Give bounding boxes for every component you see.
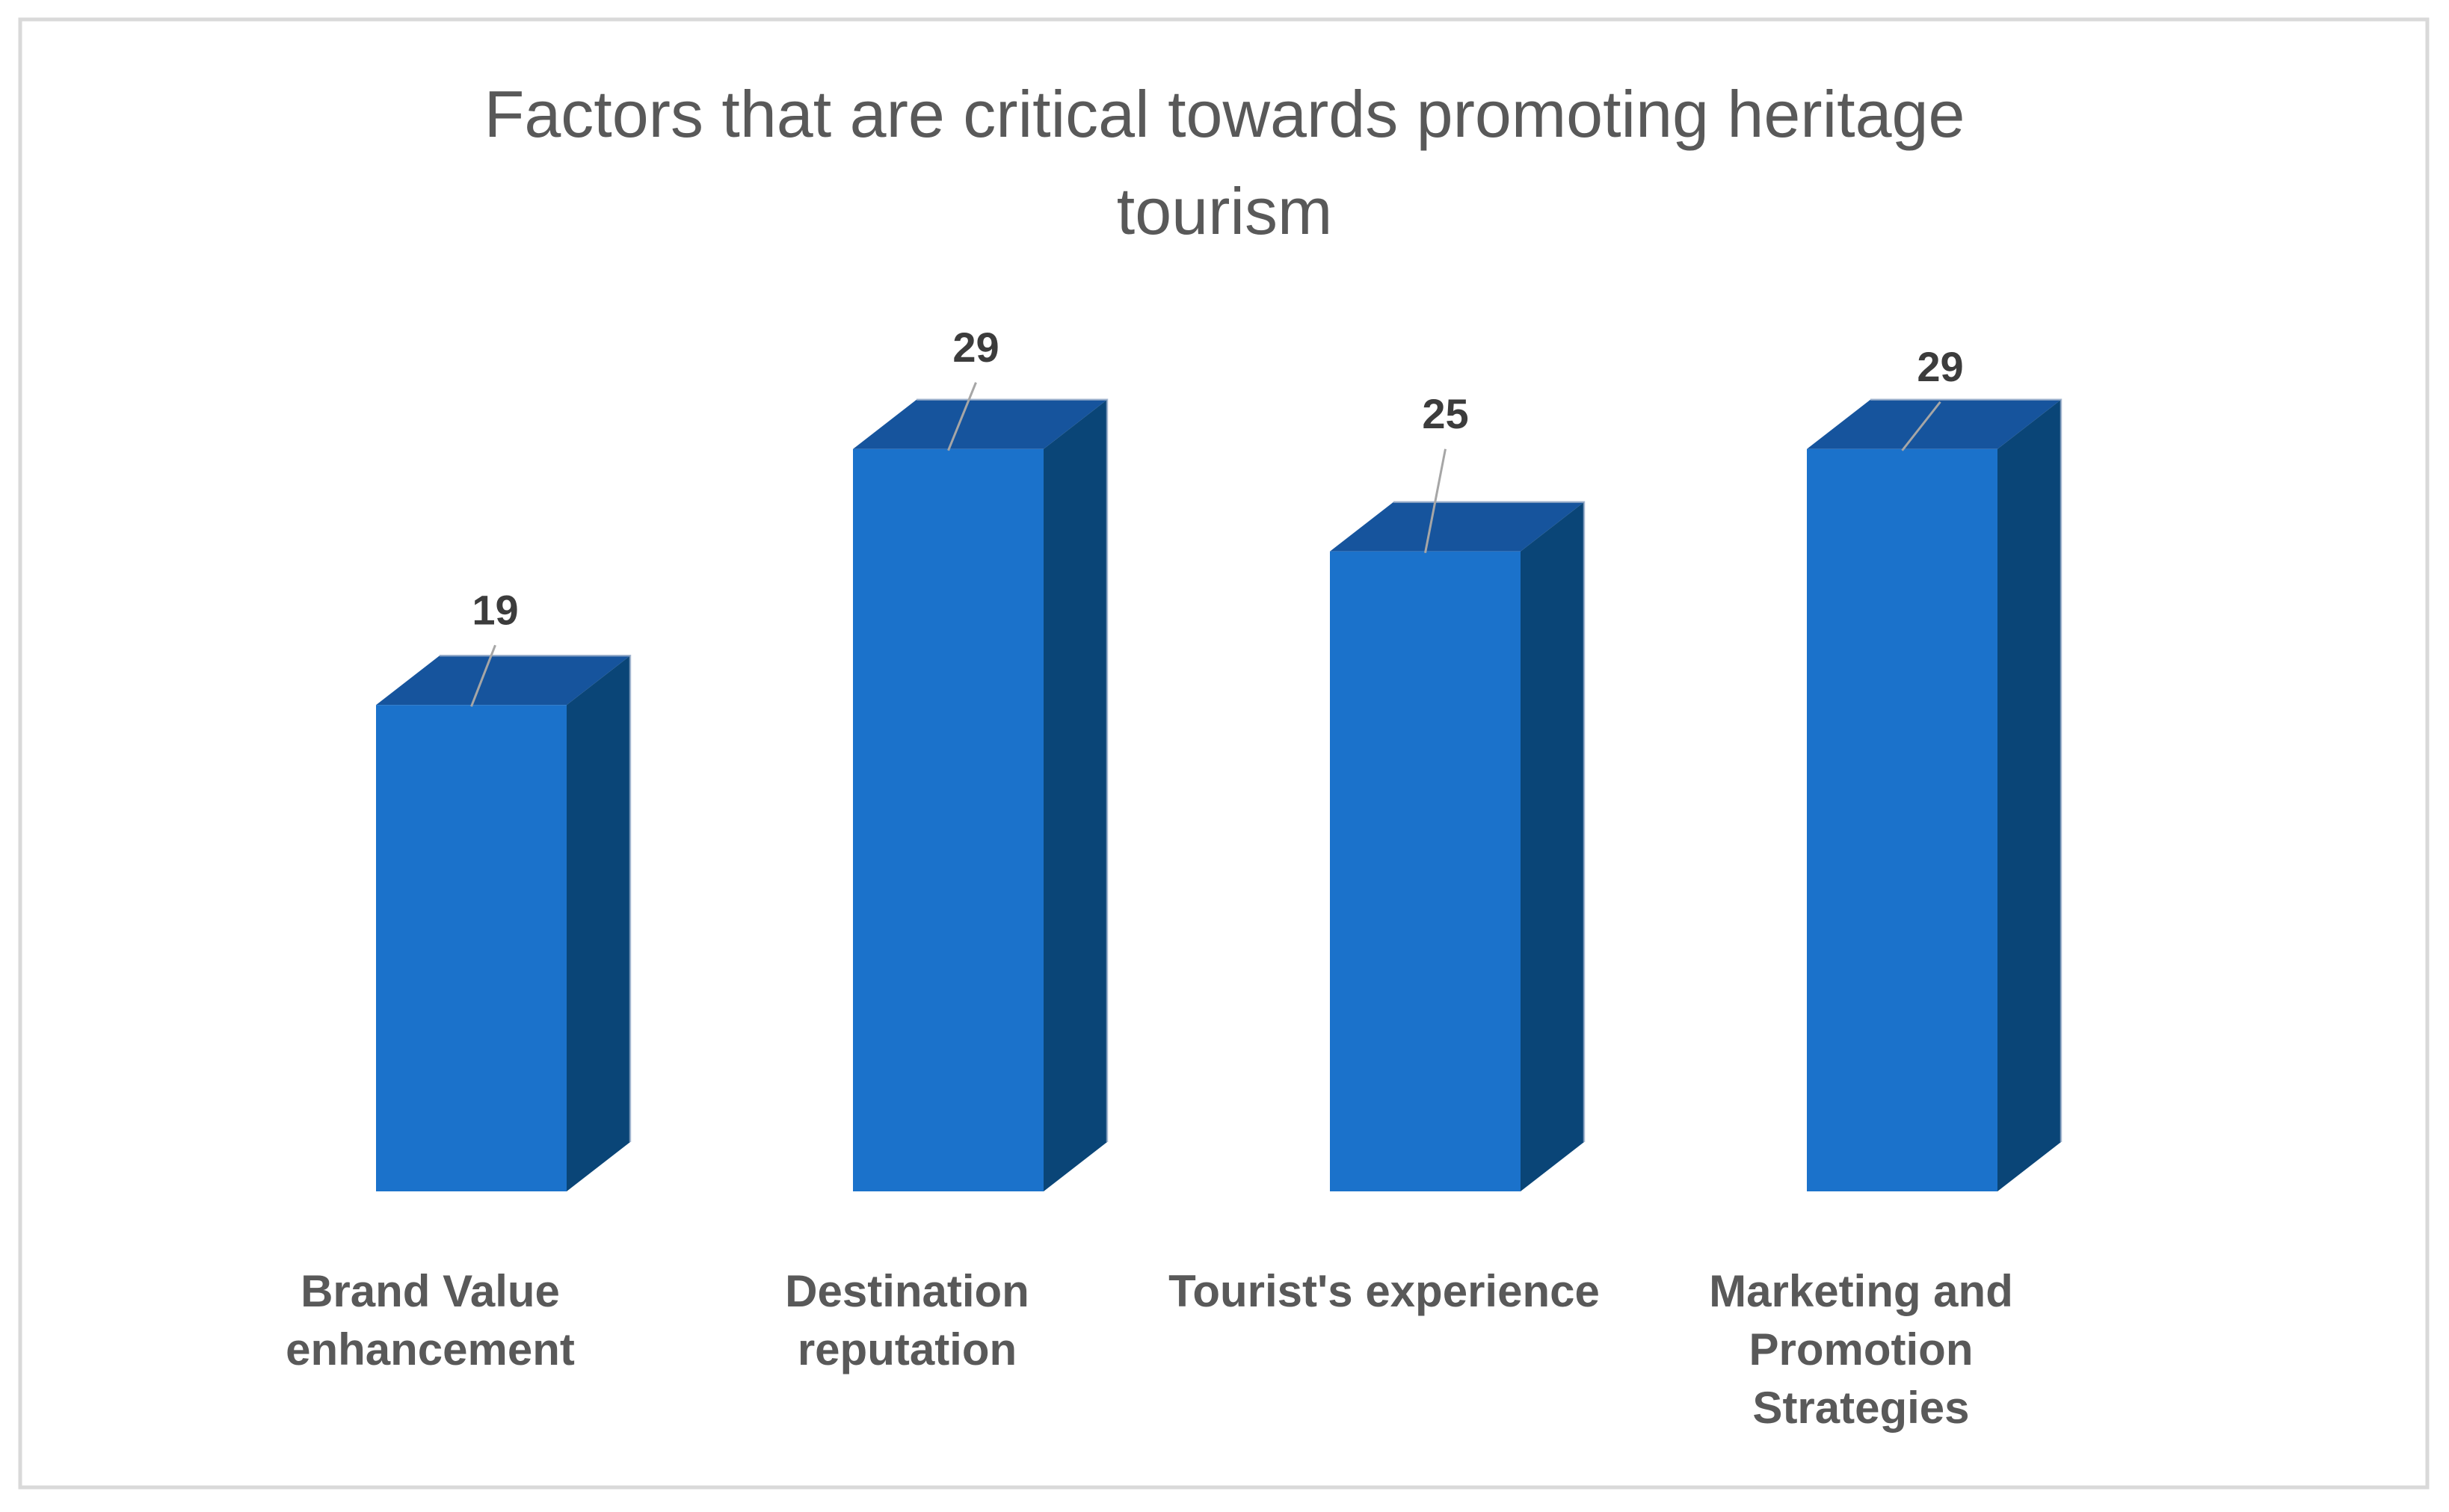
data-label: 29 [952,324,999,371]
category-label-line: Tourist's experience [1168,1266,1600,1316]
bar-edge-highlight [1393,501,1586,1142]
leader-line [470,644,496,707]
bar-brand-value-enhancement [376,655,632,1191]
bar-front-face [376,705,567,1191]
data-label: 19 [472,586,518,633]
bar-marketing-and-promotion-strategies [1807,398,2063,1191]
category-label-line: Marketing and [1709,1266,2013,1316]
category-label-line: Strategies [1752,1383,1969,1433]
category-label-line: Brand Value [301,1266,560,1316]
bar-front-face [1807,448,1997,1191]
leader-line [1901,401,1941,451]
category-label-line: Promotion [1749,1324,1974,1374]
bar-top-face [853,399,1107,449]
bar-top-face [1330,502,1584,552]
bar-side-face [1521,502,1584,1191]
category-label-line: Destination [785,1266,1029,1316]
bar-tourist-s-experience [1330,501,1586,1191]
chart-title-line-2: tourism [1117,174,1333,248]
bar-side-face [567,655,630,1191]
bar-front-face [853,448,1044,1191]
labels-layer: 19 Brand Value enhancement 29 Destination rep… [286,324,2013,1433]
bars-layer [376,398,2063,1191]
category-label-line: enhancement [286,1324,575,1374]
bar-side-face [1044,399,1107,1191]
bar-edge-highlight [440,655,632,1142]
bar-side-face [1997,399,2061,1191]
leader-line [947,382,977,451]
leader-line [1424,448,1447,554]
bar-destination-reputation [853,398,1109,1191]
chart-title-line-1: Factors that are critical towards promot… [484,77,1965,151]
bar-top-face [376,655,630,706]
bar-top-face [1807,399,2061,449]
bar-edge-highlight [917,398,1109,1142]
bar-front-face [1330,551,1521,1191]
data-label: 25 [1422,390,1468,437]
data-label: 29 [1917,343,1963,390]
bar-edge-highlight [1870,398,2063,1142]
category-label-line: reputation [798,1324,1017,1374]
